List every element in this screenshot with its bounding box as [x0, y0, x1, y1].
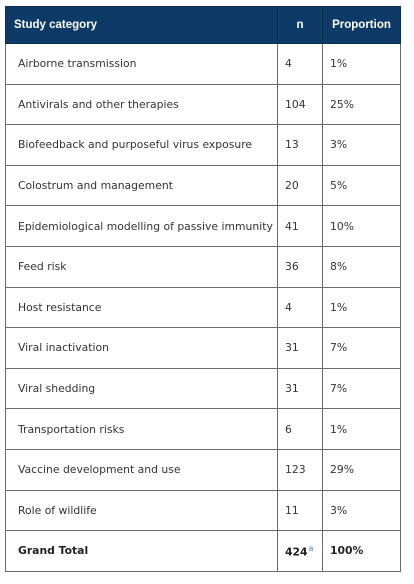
proportion-cell: 1%	[322, 43, 401, 85]
proportion-cell: 3%	[322, 124, 401, 166]
table-row: Antivirals and other therapies 104 25%	[5, 83, 401, 126]
category-cell: Antivirals and other therapies	[5, 83, 278, 126]
proportion-cell: 1%	[322, 408, 401, 450]
proportion-cell: 3%	[322, 489, 401, 532]
grand-total-n: 424	[285, 545, 308, 559]
table-row: Feed risk 36 8%	[5, 245, 401, 288]
grand-total-proportion: 100%	[322, 530, 401, 572]
n-cell: 41	[277, 205, 323, 247]
category-cell: Colostrum and management	[5, 164, 278, 207]
table-row: Vaccine development and use 123 29%	[5, 448, 401, 491]
header-study-category: Study category	[5, 6, 278, 44]
footnote-link[interactable]: a	[308, 543, 314, 553]
n-cell: 104	[277, 83, 323, 126]
table-header-row: Study category n Proportion	[5, 6, 401, 44]
category-cell: Vaccine development and use	[5, 448, 278, 491]
category-cell: Transportation risks	[5, 408, 278, 450]
proportion-cell: 25%	[322, 83, 401, 126]
header-n: n	[277, 6, 323, 44]
n-cell: 36	[277, 245, 323, 288]
proportion-cell: 29%	[322, 448, 401, 491]
n-cell: 4	[277, 286, 323, 329]
category-cell: Biofeedback and purposeful virus exposur…	[5, 124, 278, 166]
table-row: Transportation risks 6 1%	[5, 408, 401, 450]
category-cell: Epidemiological modelling of passive imm…	[5, 205, 278, 247]
category-cell: Viral shedding	[5, 367, 278, 410]
n-cell: 4	[277, 43, 323, 85]
proportion-cell: 7%	[322, 367, 401, 410]
study-category-table-container: Study category n Proportion Airborne tra…	[5, 6, 401, 572]
table-row: Biofeedback and purposeful virus exposur…	[5, 124, 401, 166]
grand-total-label: Grand Total	[5, 530, 278, 572]
table-row: Epidemiological modelling of passive imm…	[5, 205, 401, 247]
study-category-table: Study category n Proportion Airborne tra…	[5, 6, 401, 572]
n-cell: 6	[277, 408, 323, 450]
n-cell: 123	[277, 448, 323, 491]
table-row: Host resistance 4 1%	[5, 286, 401, 329]
proportion-cell: 7%	[322, 327, 401, 369]
grand-total-row: Grand Total 424a 100%	[5, 530, 401, 572]
n-cell: 13	[277, 124, 323, 166]
table-row: Colostrum and management 20 5%	[5, 164, 401, 207]
n-cell: 31	[277, 327, 323, 369]
category-cell: Role of wildlife	[5, 489, 278, 532]
proportion-cell: 8%	[322, 245, 401, 288]
category-cell: Host resistance	[5, 286, 278, 329]
proportion-cell: 10%	[322, 205, 401, 247]
proportion-cell: 5%	[322, 164, 401, 207]
table-row: Role of wildlife 11 3%	[5, 489, 401, 532]
n-cell: 11	[277, 489, 323, 532]
table-row: Viral inactivation 31 7%	[5, 327, 401, 369]
proportion-cell: 1%	[322, 286, 401, 329]
table-row: Viral shedding 31 7%	[5, 367, 401, 410]
category-cell: Feed risk	[5, 245, 278, 288]
table-row: Airborne transmission 4 1%	[5, 43, 401, 85]
category-cell: Viral inactivation	[5, 327, 278, 369]
header-proportion: Proportion	[322, 6, 401, 44]
n-cell: 31	[277, 367, 323, 410]
n-cell: 20	[277, 164, 323, 207]
category-cell: Airborne transmission	[5, 43, 278, 85]
grand-total-n-cell: 424a	[277, 530, 323, 572]
